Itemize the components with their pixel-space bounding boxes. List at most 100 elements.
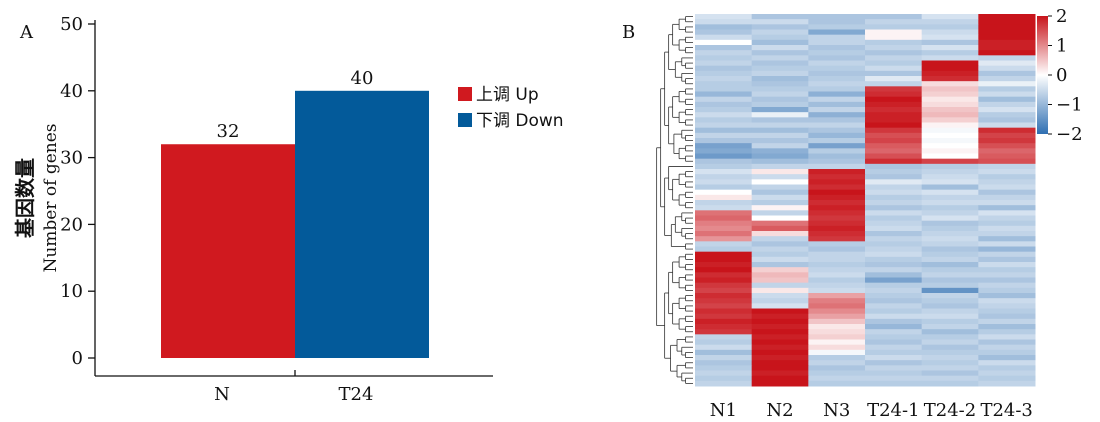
heatmap-cell	[808, 267, 866, 273]
heatmap-cell	[921, 225, 979, 232]
heatmap-cell	[865, 329, 923, 335]
heatmap-cell	[695, 76, 753, 82]
heatmap-cell	[808, 107, 866, 113]
heatmap-cell	[978, 34, 1036, 41]
heatmap-cell	[751, 34, 809, 41]
heatmap-cell	[921, 65, 979, 72]
heatmap-cell	[921, 282, 979, 289]
heatmap-cell	[808, 14, 866, 20]
heatmap-cell	[751, 122, 809, 129]
heatmap-cell	[978, 313, 1036, 320]
heatmap-cell	[865, 277, 923, 284]
heatmap-cell	[921, 210, 979, 216]
heatmap-cell	[808, 251, 866, 258]
heatmap-cell	[751, 81, 809, 87]
heatmap-cell	[808, 101, 866, 108]
heatmap-cell	[695, 277, 753, 284]
heatmap-cell	[921, 122, 979, 129]
column-label: N1	[710, 400, 737, 421]
heatmap-cell	[808, 355, 866, 361]
colorbar-ticks: 2 1 0 −1 −2	[1048, 6, 1083, 145]
heatmap-cell	[695, 293, 753, 299]
heatmap-cell	[695, 70, 753, 77]
heatmap-cell	[978, 91, 1036, 98]
heatmap-cell	[865, 210, 923, 216]
heatmap-cell	[751, 194, 809, 201]
heatmap-cell	[751, 262, 809, 268]
heatmap-cell	[978, 329, 1036, 335]
heatmap-cell	[978, 39, 1036, 46]
heatmap-cell	[978, 365, 1036, 371]
heatmap-cell	[921, 81, 979, 87]
heatmap-cell	[695, 251, 753, 258]
heatmap-cell	[978, 19, 1036, 25]
heatmap-cell	[695, 112, 753, 118]
heatmap-cell	[751, 14, 809, 20]
heatmap-cell	[865, 262, 923, 268]
heatmap-cell	[921, 143, 979, 149]
heatmap-cell	[695, 267, 753, 273]
heatmap-cell	[921, 355, 979, 361]
colorbar-tick-label: 1	[1056, 36, 1067, 57]
heatmap-cell	[865, 200, 923, 206]
heatmap-cell	[751, 313, 809, 320]
heatmap-cell	[865, 251, 923, 258]
heatmap-cell	[751, 24, 809, 30]
heatmap-cell	[695, 138, 753, 144]
heatmap-cell	[751, 158, 809, 165]
heatmap-cell	[978, 324, 1036, 330]
column-label: T24-2	[924, 400, 976, 421]
heatmap-cell	[921, 344, 979, 351]
heatmap-cell	[865, 344, 923, 351]
heatmap-cell	[865, 194, 923, 201]
heatmap-cell	[808, 143, 866, 149]
heatmap-cell	[751, 277, 809, 284]
heatmap-cell	[695, 153, 753, 160]
heatmap-cell	[865, 96, 923, 103]
heatmap-cell	[751, 143, 809, 149]
heatmap-cell	[808, 39, 866, 46]
heatmap-cell	[978, 179, 1036, 185]
heatmap-cell	[808, 365, 866, 371]
heatmap-cell	[865, 107, 923, 113]
heatmap-cell	[695, 375, 753, 382]
heatmap-cell	[808, 132, 866, 139]
heatmap-cell	[978, 60, 1036, 67]
heatmap-cell	[865, 231, 923, 237]
heatmap-cell	[978, 303, 1036, 309]
heatmap-cell	[808, 205, 866, 211]
heatmap-cell	[751, 293, 809, 299]
heatmap-cell	[808, 169, 866, 175]
heatmap-cell	[751, 220, 809, 227]
heatmap-cell	[865, 236, 923, 242]
heatmap-cell	[865, 117, 923, 123]
heatmap-cell	[921, 380, 979, 387]
heatmap-cell	[808, 375, 866, 382]
heatmap-cell	[865, 215, 923, 222]
heatmap-cell	[921, 169, 979, 175]
heatmap-cell	[978, 189, 1036, 196]
heatmap-cell	[695, 39, 753, 46]
heatmap-cell	[921, 231, 979, 237]
heatmap-cell	[865, 220, 923, 227]
heatmap-cell	[865, 24, 923, 30]
heatmap-cell	[865, 14, 923, 20]
heatmap-cell	[921, 272, 979, 278]
heatmap-cell	[808, 86, 866, 92]
heatmap-cell	[921, 153, 979, 160]
heatmap-cell	[695, 344, 753, 351]
heatmap-cell	[978, 344, 1036, 351]
heatmap-cells	[695, 14, 1036, 387]
heatmap-cell	[695, 262, 753, 268]
heatmap-cell	[695, 287, 753, 294]
heatmap-cell	[921, 34, 979, 41]
heatmap-cell	[751, 138, 809, 144]
heatmap-cell	[978, 122, 1036, 129]
heatmap-cell	[865, 205, 923, 211]
heatmap-cell	[808, 210, 866, 216]
heatmap-cell	[865, 55, 923, 61]
heatmap-cell	[865, 287, 923, 294]
heatmap-cell	[695, 107, 753, 113]
heatmap-cell	[808, 19, 866, 25]
heatmap-cell	[751, 184, 809, 191]
